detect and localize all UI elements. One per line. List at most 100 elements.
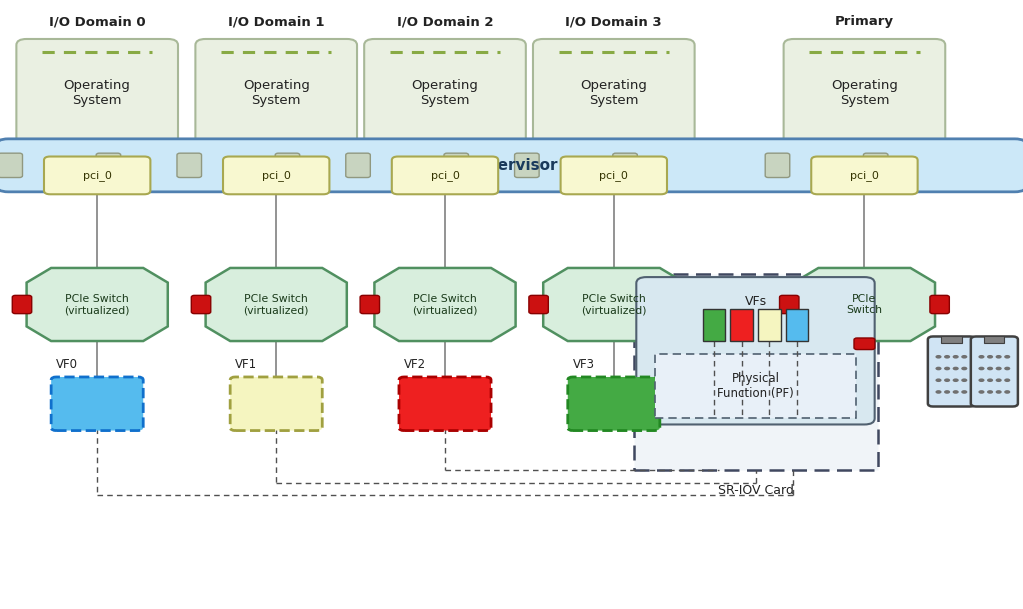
Text: VF1: VF1 bbox=[235, 358, 258, 371]
Circle shape bbox=[987, 367, 993, 370]
FancyBboxPatch shape bbox=[655, 354, 856, 418]
FancyBboxPatch shape bbox=[0, 139, 1023, 192]
Text: I/O Domain 2: I/O Domain 2 bbox=[397, 15, 493, 28]
FancyBboxPatch shape bbox=[854, 338, 875, 350]
Circle shape bbox=[987, 355, 993, 359]
Text: VF3: VF3 bbox=[573, 358, 595, 371]
Text: PCIe Switch
(virtualized): PCIe Switch (virtualized) bbox=[64, 294, 130, 315]
Circle shape bbox=[935, 367, 941, 370]
Text: Operating
System: Operating System bbox=[63, 79, 131, 107]
Text: I/O Domain 3: I/O Domain 3 bbox=[566, 15, 662, 28]
Text: Primary: Primary bbox=[835, 15, 894, 28]
FancyBboxPatch shape bbox=[360, 295, 380, 314]
FancyBboxPatch shape bbox=[928, 336, 975, 407]
FancyBboxPatch shape bbox=[0, 153, 23, 178]
FancyBboxPatch shape bbox=[444, 153, 469, 178]
Circle shape bbox=[952, 355, 959, 359]
Text: pci_0: pci_0 bbox=[850, 170, 879, 181]
Circle shape bbox=[962, 355, 968, 359]
Circle shape bbox=[952, 367, 959, 370]
FancyBboxPatch shape bbox=[533, 39, 695, 147]
Text: Operating
System: Operating System bbox=[411, 79, 479, 107]
Text: VF2: VF2 bbox=[404, 358, 427, 371]
Circle shape bbox=[962, 390, 968, 394]
Circle shape bbox=[1005, 355, 1011, 359]
Text: pci_0: pci_0 bbox=[431, 170, 459, 181]
Circle shape bbox=[987, 390, 993, 394]
Circle shape bbox=[952, 378, 959, 382]
Text: PCIe Switch
(virtualized): PCIe Switch (virtualized) bbox=[581, 294, 647, 315]
Text: Operating
System: Operating System bbox=[580, 79, 648, 107]
FancyBboxPatch shape bbox=[634, 274, 878, 470]
Text: SR-IOV Card: SR-IOV Card bbox=[718, 484, 794, 496]
FancyBboxPatch shape bbox=[529, 295, 548, 314]
FancyBboxPatch shape bbox=[515, 153, 539, 178]
Polygon shape bbox=[374, 268, 516, 341]
Circle shape bbox=[995, 378, 1002, 382]
FancyBboxPatch shape bbox=[44, 157, 150, 194]
Circle shape bbox=[995, 355, 1002, 359]
Circle shape bbox=[962, 378, 968, 382]
Text: I/O Domain 1: I/O Domain 1 bbox=[228, 15, 324, 28]
Text: Operating
System: Operating System bbox=[831, 79, 898, 107]
Circle shape bbox=[952, 390, 959, 394]
Circle shape bbox=[944, 378, 950, 382]
FancyBboxPatch shape bbox=[12, 295, 32, 314]
FancyBboxPatch shape bbox=[96, 153, 121, 178]
Text: Physical
Function (PF): Physical Function (PF) bbox=[717, 373, 794, 400]
FancyBboxPatch shape bbox=[780, 295, 799, 314]
Bar bbox=[984, 336, 1005, 343]
FancyBboxPatch shape bbox=[561, 157, 667, 194]
Text: I/O Domain 0: I/O Domain 0 bbox=[49, 15, 145, 28]
Polygon shape bbox=[206, 268, 347, 341]
FancyBboxPatch shape bbox=[346, 153, 370, 178]
Bar bbox=[941, 336, 962, 343]
FancyBboxPatch shape bbox=[275, 153, 300, 178]
Bar bbox=[786, 309, 808, 341]
Text: VF0: VF0 bbox=[56, 358, 79, 371]
Circle shape bbox=[1005, 378, 1011, 382]
FancyBboxPatch shape bbox=[636, 277, 875, 424]
Circle shape bbox=[978, 378, 984, 382]
Bar bbox=[703, 309, 725, 341]
Circle shape bbox=[935, 390, 941, 394]
Circle shape bbox=[978, 367, 984, 370]
FancyBboxPatch shape bbox=[230, 377, 322, 431]
Text: pci_0: pci_0 bbox=[262, 170, 291, 181]
Circle shape bbox=[935, 378, 941, 382]
FancyBboxPatch shape bbox=[971, 336, 1018, 407]
FancyBboxPatch shape bbox=[51, 377, 143, 431]
Circle shape bbox=[1005, 390, 1011, 394]
Text: pci_0: pci_0 bbox=[599, 170, 628, 181]
Text: PCIe
Switch: PCIe Switch bbox=[846, 294, 883, 315]
Text: PCIe Switch
(virtualized): PCIe Switch (virtualized) bbox=[243, 294, 309, 315]
Circle shape bbox=[944, 367, 950, 370]
FancyBboxPatch shape bbox=[811, 157, 918, 194]
Circle shape bbox=[944, 355, 950, 359]
Circle shape bbox=[978, 390, 984, 394]
FancyBboxPatch shape bbox=[784, 39, 945, 147]
Circle shape bbox=[995, 367, 1002, 370]
FancyBboxPatch shape bbox=[392, 157, 498, 194]
Text: PCIe Switch
(virtualized): PCIe Switch (virtualized) bbox=[412, 294, 478, 315]
Text: Hypervisor: Hypervisor bbox=[464, 158, 559, 173]
Circle shape bbox=[944, 390, 950, 394]
Circle shape bbox=[1005, 367, 1011, 370]
FancyBboxPatch shape bbox=[399, 377, 491, 431]
FancyBboxPatch shape bbox=[16, 39, 178, 147]
Bar bbox=[758, 309, 781, 341]
FancyBboxPatch shape bbox=[930, 295, 949, 314]
FancyBboxPatch shape bbox=[568, 377, 660, 431]
FancyBboxPatch shape bbox=[223, 157, 329, 194]
Circle shape bbox=[995, 390, 1002, 394]
Circle shape bbox=[987, 378, 993, 382]
Text: pci_0: pci_0 bbox=[83, 170, 112, 181]
FancyBboxPatch shape bbox=[364, 39, 526, 147]
FancyBboxPatch shape bbox=[191, 295, 211, 314]
Bar bbox=[730, 309, 753, 341]
FancyBboxPatch shape bbox=[863, 153, 888, 178]
FancyBboxPatch shape bbox=[177, 153, 202, 178]
FancyBboxPatch shape bbox=[195, 39, 357, 147]
FancyBboxPatch shape bbox=[613, 153, 637, 178]
Circle shape bbox=[962, 367, 968, 370]
